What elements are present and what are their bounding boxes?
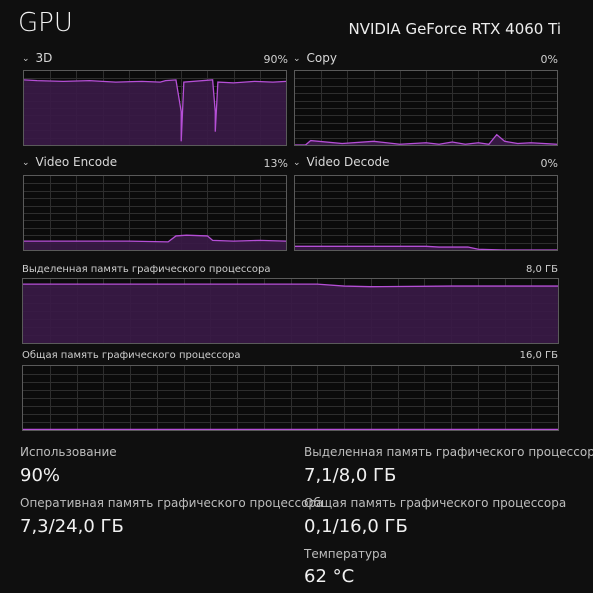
graph-shared-memory bbox=[22, 365, 559, 431]
gpu-memory-label: Оперативная память графического процессо… bbox=[20, 496, 324, 510]
graph-canvas bbox=[24, 176, 286, 250]
usage-area bbox=[295, 246, 557, 250]
engine-percent: 13% bbox=[263, 157, 288, 170]
shared-memory-value: 0,1/16,0 ГБ bbox=[304, 516, 408, 537]
engine-selector-copy[interactable]: ⌄ Copy bbox=[293, 51, 337, 65]
dedicated-memory-value: 7,1/8,0 ГБ bbox=[304, 465, 397, 486]
engine-selector-video-decode[interactable]: ⌄ Video Decode bbox=[293, 155, 390, 169]
engine-percent: 90% bbox=[263, 53, 288, 66]
engine-selector-video-encode[interactable]: ⌄ Video Encode bbox=[22, 155, 117, 169]
usage-value: 90% bbox=[20, 465, 61, 486]
shared-memory-label: Общая память графического процессора bbox=[304, 496, 567, 510]
graph-copy bbox=[294, 70, 558, 146]
chevron-down-icon: ⌄ bbox=[293, 54, 301, 64]
engine-label: Video Encode bbox=[35, 155, 118, 169]
usage-line bbox=[295, 133, 557, 145]
graph-canvas bbox=[24, 71, 286, 145]
graph-canvas bbox=[295, 176, 557, 250]
page-title: GPU bbox=[18, 8, 73, 38]
temperature-value: 62 °C bbox=[304, 566, 355, 587]
engine-label: 3D bbox=[35, 51, 53, 65]
graph-dedicated-memory bbox=[22, 278, 559, 344]
gpu-memory-value: 7,3/24,0 ГБ bbox=[20, 516, 124, 537]
shared-memory-graph-max: 16,0 ГБ bbox=[519, 350, 558, 361]
engine-label: Video Decode bbox=[306, 155, 390, 169]
dedicated-memory-graph-label: Выделенная память графического процессор… bbox=[22, 264, 271, 275]
graph-canvas bbox=[23, 279, 558, 343]
engine-percent: 0% bbox=[540, 53, 558, 66]
usage-area bbox=[23, 284, 558, 343]
chevron-down-icon: ⌄ bbox=[22, 54, 30, 64]
usage-line bbox=[24, 234, 286, 243]
usage-line bbox=[24, 79, 286, 142]
engine-percent: 0% bbox=[540, 157, 558, 170]
graph-video-decode bbox=[294, 175, 558, 251]
dedicated-memory-label: Выделенная память графического процессор… bbox=[304, 445, 593, 459]
engine-selector-3d[interactable]: ⌄ 3D bbox=[22, 51, 52, 65]
usage-line bbox=[295, 245, 557, 250]
usage-label: Использование bbox=[20, 445, 117, 459]
chevron-down-icon: ⌄ bbox=[22, 158, 30, 168]
engine-label: Copy bbox=[306, 51, 337, 65]
gpu-model-name: NVIDIA GeForce RTX 4060 Ti bbox=[348, 20, 561, 38]
shared-memory-graph-label: Общая память графического процессора bbox=[22, 350, 241, 361]
usage-line bbox=[23, 283, 558, 288]
graph-canvas bbox=[295, 71, 557, 145]
usage-area bbox=[24, 79, 286, 145]
dedicated-memory-graph-max: 8,0 ГБ bbox=[525, 264, 558, 275]
graph-3d bbox=[23, 70, 287, 146]
graph-canvas bbox=[23, 366, 558, 430]
temperature-label: Температура bbox=[304, 547, 388, 561]
usage-area bbox=[24, 235, 286, 250]
chevron-down-icon: ⌄ bbox=[293, 158, 301, 168]
graph-video-encode bbox=[23, 175, 287, 251]
